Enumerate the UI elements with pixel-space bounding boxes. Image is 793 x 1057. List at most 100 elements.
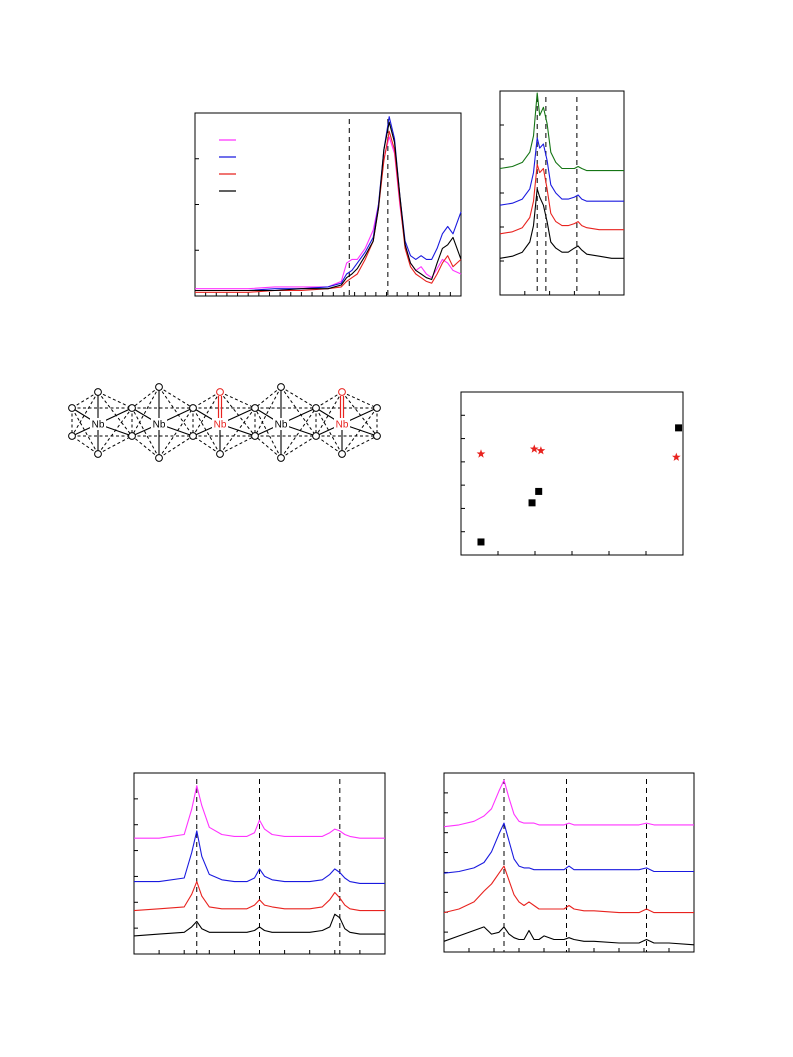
panel-b-ticks-y [500,124,504,262]
series-line-blue [195,116,462,292]
o-o-contact [254,386,282,409]
series-line-red [133,881,385,912]
o-o-contact [97,407,133,455]
o-o-contact [254,435,282,459]
panel-a [194,112,462,297]
nb-o-chain-structure: Nb Nb Nb Nb Nb [68,383,381,462]
o-o-contact [192,435,221,455]
oxygen-atom [338,388,346,396]
series-line-magenta [134,785,385,839]
panel-e-series [443,779,695,946]
series-line-black [133,913,385,937]
o-o-contact [254,386,282,437]
o-o-contact [219,391,256,409]
panel-e-guides [503,779,647,952]
o-o-contact [280,386,317,437]
o-o-contact [131,435,160,459]
panel-a-legend [219,139,236,192]
series-line-black [499,188,624,259]
panel-c-markers [476,424,683,546]
o-o-contact [341,391,378,409]
o-o-contact [97,391,133,409]
o-o-contact [158,435,194,459]
o-o-contact [280,407,317,459]
oxygen-atom [373,404,381,412]
oxygen-atom [338,450,346,458]
o-o-contact [71,391,99,409]
nb-label-bg [334,418,350,430]
nb-label-bg [90,418,106,430]
oxygen-atom [94,450,102,458]
o-o-contact [192,407,221,455]
o-o-contact [158,386,194,409]
o-o-contact [71,435,99,455]
panel-c [460,391,684,556]
o-o-contact [280,386,317,409]
star-marker [536,446,546,455]
oxygen-atom [251,404,259,412]
oxygen-atom [277,383,285,391]
oxygen-atom [68,404,76,412]
series-line-black [195,121,462,292]
oxygen-atom [216,450,224,458]
series-line-magenta [195,136,462,290]
panel-b-ticks-x [524,291,600,295]
oxygen-atom [373,432,381,440]
panel-c-frame [460,391,684,556]
nb-label-bg [151,418,167,430]
oxygen-atom [155,383,163,391]
series-line-red [499,163,624,235]
nb-label-bg [273,418,289,430]
o-o-contact [315,435,343,455]
o-o-contact [219,435,256,455]
oxygen-atom [312,432,320,440]
panel-d [133,772,386,955]
o-o-contact [97,391,133,437]
oxygen-atom [94,388,102,396]
series-line-blue [499,137,624,206]
series-line-blue [443,822,694,874]
oxygen-atom [312,404,320,412]
o-o-contact [131,386,160,409]
nb-label-bg [212,418,228,430]
o-o-contact [341,407,378,455]
panel-a-guides [348,119,389,296]
o-o-contact [131,407,160,459]
oxygen-atom [189,432,197,440]
o-o-contact [341,391,378,437]
series-line-red [443,865,694,914]
star-marker [476,449,486,458]
o-o-contact [192,391,221,409]
panel-a-series [195,116,462,293]
o-o-contact [158,407,194,459]
o-o-contact [315,391,343,409]
panel-d-ticks-x [158,950,361,954]
o-o-contact [131,386,160,437]
o-o-contact [341,435,378,455]
o-o-contact [219,407,256,455]
oxygen-atom [68,432,76,440]
square-marker [535,487,543,495]
o-o-contact [158,386,194,437]
o-o-contact [97,435,133,455]
star-marker [672,452,681,461]
panel-d-ticks-y [134,798,138,929]
panel-c-ticks-y [461,414,465,533]
oxygen-atom [251,432,259,440]
square-marker [477,538,485,546]
series-line-blue [134,830,385,884]
series-line-green [499,92,624,172]
oxygen-atom [189,404,197,412]
o-o-contact [254,407,282,459]
o-o-contact [71,407,99,455]
o-o-contact [315,407,343,455]
panel-d-series [133,785,385,937]
square-marker [675,424,683,432]
series-line-black [443,926,695,946]
nb-atom-label: Nb [153,420,166,431]
oxygen-atom [128,404,136,412]
o-o-contact [219,391,256,437]
panel-e-frame [443,772,695,953]
o-o-contact [280,435,317,459]
panel-b-guides [536,97,578,295]
